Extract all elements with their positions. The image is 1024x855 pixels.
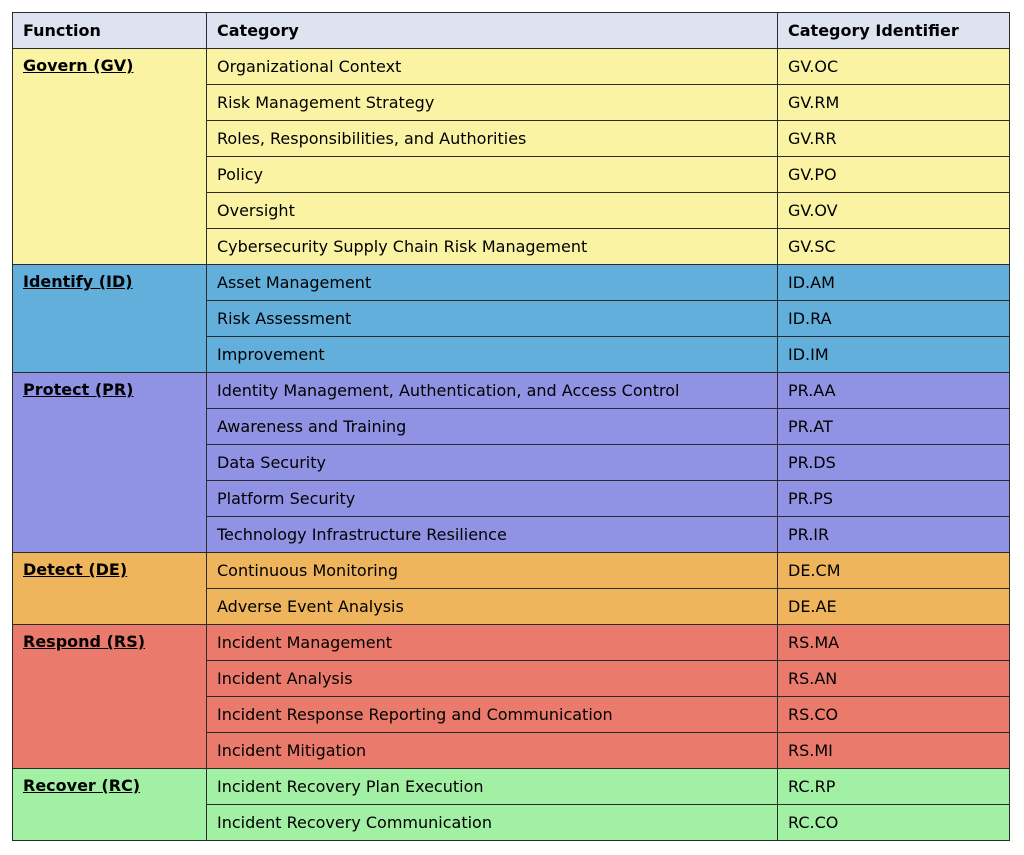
category-identifier-cell: GV.RM (777, 84, 1010, 121)
table-row: Risk Management Strategy GV.RM (12, 84, 1010, 121)
function-cell: Identify (ID) (12, 264, 207, 373)
category-name-cell: Platform Security (206, 480, 778, 517)
category-name-cell: Roles, Responsibilities, and Authorities (206, 120, 778, 157)
category-identifier-cell: PR.AT (777, 408, 1010, 445)
category-identifier-cell: DE.AE (777, 588, 1010, 625)
category-identifier-cell: GV.SC (777, 228, 1010, 265)
header-function: Function (12, 12, 207, 49)
category-identifier-cell: PR.PS (777, 480, 1010, 517)
category-identifier-cell: GV.OV (777, 192, 1010, 229)
category-name-cell: Identity Management, Authentication, and… (206, 372, 778, 409)
table-row: Identify (ID) Asset Management ID.AM (12, 264, 1010, 373)
category-name-cell: Policy (206, 156, 778, 193)
category-name-cell: Incident Analysis (206, 660, 778, 697)
category-name-cell: Asset Management (206, 264, 778, 301)
category-name-cell: Incident Recovery Plan Execution (206, 768, 778, 805)
function-cell: Detect (DE) (12, 552, 207, 625)
table-row: Platform Security PR.PS (12, 480, 1010, 517)
category-identifier-cell: RS.AN (777, 660, 1010, 697)
function-label: Recover (RC) (23, 776, 141, 795)
table-row: Awareness and Training PR.AT (12, 408, 1010, 445)
function-label: Identify (ID) (23, 272, 133, 291)
table-row: Respond (RS) Incident Management RS.MA (12, 624, 1010, 769)
category-name-cell: Risk Assessment (206, 300, 778, 337)
header-category-identifier: Category Identifier (777, 12, 1010, 49)
category-identifier-cell: PR.AA (777, 372, 1010, 409)
category-name-cell: Awareness and Training (206, 408, 778, 445)
category-name-cell: Technology Infrastructure Resilience (206, 516, 778, 553)
category-name-cell: Organizational Context (206, 48, 778, 85)
table-row: Detect (DE) Continuous Monitoring DE.CM (12, 552, 1010, 625)
category-identifier-cell: PR.DS (777, 444, 1010, 481)
category-name-cell: Incident Mitigation (206, 732, 778, 769)
category-identifier-cell: PR.IR (777, 516, 1010, 553)
category-name-cell: Data Security (206, 444, 778, 481)
category-name-cell: Oversight (206, 192, 778, 229)
table-row: Recover (RC) Incident Recovery Plan Execu… (12, 768, 1010, 841)
function-label: Detect (DE) (23, 560, 128, 579)
category-name-cell: Incident Management (206, 624, 778, 661)
function-cell: Recover (RC) (12, 768, 207, 841)
table-row: Risk Assessment ID.RA (12, 300, 1010, 337)
category-identifier-cell: GV.RR (777, 120, 1010, 157)
category-identifier-cell: GV.PO (777, 156, 1010, 193)
function-cell: Respond (RS) (12, 624, 207, 769)
category-identifier-cell: DE.CM (777, 552, 1010, 589)
category-identifier-cell: RS.MI (777, 732, 1010, 769)
header-row: Function Category Category Identifier (12, 12, 1010, 49)
category-name-cell: Continuous Monitoring (206, 552, 778, 589)
category-name-cell: Risk Management Strategy (206, 84, 778, 121)
function-label: Respond (RS) (23, 632, 146, 651)
table-row: Incident Mitigation RS.MI (12, 732, 1010, 769)
category-identifier-cell: ID.RA (777, 300, 1010, 337)
category-identifier-cell: ID.IM (777, 336, 1010, 373)
table-body: Govern (GV) Organizational Context GV.OC Ri… (12, 48, 1010, 841)
category-identifier-cell: RS.CO (777, 696, 1010, 733)
category-name-cell: Cybersecurity Supply Chain Risk Manageme… (206, 228, 778, 265)
function-cell: Govern (GV) (12, 48, 207, 265)
category-identifier-cell: GV.OC (777, 48, 1010, 85)
category-identifier-cell: RC.CO (777, 804, 1010, 841)
category-identifier-cell: RC.RP (777, 768, 1010, 805)
function-label: Protect (PR) (23, 380, 134, 399)
table-row: Protect (PR) Identity Management, Authent… (12, 372, 1010, 553)
category-identifier-cell: RS.MA (777, 624, 1010, 661)
function-cell: Protect (PR) (12, 372, 207, 553)
category-name-cell: Improvement (206, 336, 778, 373)
header-category: Category (206, 12, 778, 49)
category-name-cell: Incident Recovery Communication (206, 804, 778, 841)
category-name-cell: Adverse Event Analysis (206, 588, 778, 625)
category-identifier-cell: ID.AM (777, 264, 1010, 301)
table-row: Govern (GV) Organizational Context GV.OC (12, 48, 1010, 265)
csf-categories-table: Function Category Category Identifier Go… (12, 12, 1010, 841)
category-name-cell: Incident Response Reporting and Communic… (206, 696, 778, 733)
function-label: Govern (GV) (23, 56, 134, 75)
